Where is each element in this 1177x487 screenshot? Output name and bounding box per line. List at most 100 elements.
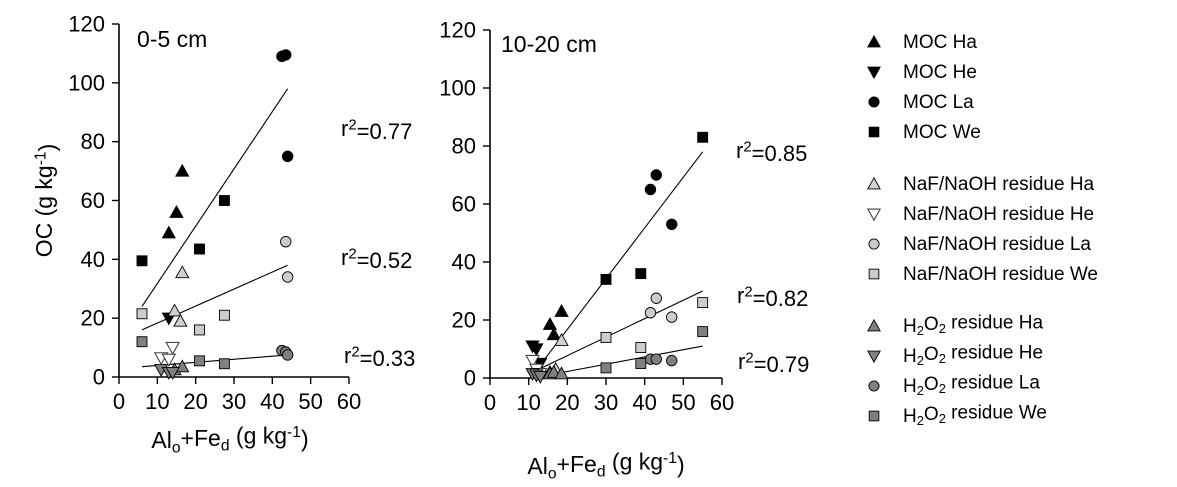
series <box>136 336 230 370</box>
data-point <box>136 308 148 320</box>
legend-symbol <box>868 96 880 108</box>
data-point <box>529 343 544 357</box>
legend-symbol <box>867 34 881 48</box>
legend-symbol <box>867 176 881 190</box>
y-tick-label: 0 <box>93 365 105 390</box>
legend-label: NaF/NaOH residue He <box>903 204 1094 225</box>
data-point <box>554 332 569 346</box>
x-axis-title: Alo+Fed (g kg-1) <box>527 449 684 483</box>
legend-label: NaF/NaOH residue Ha <box>903 174 1095 195</box>
series <box>600 326 709 374</box>
data-point <box>546 364 561 378</box>
data-point <box>600 331 612 343</box>
series <box>153 341 181 367</box>
legend-item: NaF/NaOH residue Ha <box>867 174 1095 195</box>
x-tick-label: 50 <box>298 389 322 414</box>
legend-symbol <box>868 268 880 280</box>
data-point <box>175 265 190 279</box>
legend-label: MOC He <box>903 62 977 83</box>
legend-item: H2O2 residue He <box>867 342 1043 367</box>
legend-symbol <box>867 318 881 332</box>
series <box>161 163 190 239</box>
panel-10-20cm: 10-20 cm Alo+Fed (g kg-1) 02040608010012… <box>439 18 809 483</box>
series <box>644 169 678 230</box>
legend-item: NaF/NaOH residue We <box>868 264 1098 285</box>
x-tick-label: 40 <box>632 390 656 415</box>
data-point <box>644 307 657 319</box>
series <box>154 364 180 380</box>
r2-label: r2=0.79 <box>738 349 809 377</box>
x-tick-label: 20 <box>183 389 207 414</box>
legend-item: MOC We <box>868 122 981 143</box>
panel-0-5cm: 0-5 cm OC (g kg-1) Alo+Fed (g kg-1) 0 20 4… <box>31 12 415 457</box>
fit-line <box>141 88 289 307</box>
legend-symbol <box>868 410 880 422</box>
legend-symbol <box>868 238 880 250</box>
legend-item: MOC Ha <box>867 32 977 53</box>
data-point <box>194 355 205 367</box>
data-point <box>635 358 647 369</box>
legend-item: NaF/NaOH residue He <box>866 204 1094 225</box>
data-point <box>635 268 647 280</box>
data-point <box>165 341 181 356</box>
series <box>136 195 230 267</box>
series <box>542 364 569 380</box>
data-point <box>666 218 678 230</box>
series <box>644 292 678 323</box>
legend: MOC Ha MOC He MOC La MOC We NaF/NaOH residue… <box>866 32 1098 427</box>
data-point <box>169 204 184 218</box>
data-point <box>280 235 292 248</box>
data-points <box>136 49 294 380</box>
y-axis-title: OC (g kg-1) <box>31 144 60 258</box>
r2-label: r2=0.82 <box>737 283 808 311</box>
legend-symbol <box>867 66 881 80</box>
x-tick-label: 10 <box>145 389 169 414</box>
data-point <box>281 271 294 283</box>
legend-symbol <box>866 208 882 222</box>
data-point <box>635 342 647 353</box>
r2-label: r2=0.52 <box>341 245 412 273</box>
x-tick-label: 10 <box>516 390 540 415</box>
series <box>542 303 569 341</box>
data-point <box>136 255 148 267</box>
x-tick-label: 40 <box>260 389 284 414</box>
data-point <box>600 362 612 374</box>
data-point <box>666 311 678 323</box>
series <box>276 344 294 361</box>
legend-symbol <box>868 380 880 392</box>
r2-labels: r2=0.77 r2=0.52 r2=0.33 <box>341 116 415 371</box>
series <box>167 265 190 327</box>
data-point <box>533 370 548 384</box>
panel-title: 10-20 cm <box>501 31 597 57</box>
series <box>280 235 294 283</box>
legend-label: H2O2 residue La <box>903 372 1040 398</box>
data-point <box>697 326 709 338</box>
x-axis-title: Alo+Fed (g kg-1) <box>151 423 308 457</box>
legend-item: H2O2 residue We <box>868 402 1047 427</box>
y-tick-label: 120 <box>68 12 105 37</box>
y-tick-label: 60 <box>452 192 476 217</box>
y-tick-label: 40 <box>81 247 105 272</box>
y-tick-label: 120 <box>439 18 476 43</box>
y-tick-label: 100 <box>68 70 105 95</box>
series <box>525 368 548 384</box>
x-tick-label: 30 <box>222 389 246 414</box>
data-point <box>542 317 558 330</box>
r2-labels: r2=0.85 r2=0.82 r2=0.79 <box>736 138 809 377</box>
x-tick-label: 0 <box>113 389 125 414</box>
data-point <box>218 358 230 370</box>
data-point <box>697 131 709 143</box>
data-point <box>167 303 182 317</box>
legend-label: NaF/NaOH residue La <box>903 234 1091 255</box>
x-tick-label: 30 <box>594 390 618 415</box>
fit-lines <box>141 88 289 368</box>
data-point <box>644 183 657 196</box>
data-point <box>281 150 294 163</box>
legend-item: H2O2 residue La <box>868 372 1040 398</box>
data-point <box>650 353 662 365</box>
series <box>276 49 294 163</box>
data-point <box>554 303 569 317</box>
data-point <box>175 163 190 177</box>
y-tick-label: 80 <box>452 134 476 159</box>
x-tick-label: 0 <box>484 390 496 415</box>
